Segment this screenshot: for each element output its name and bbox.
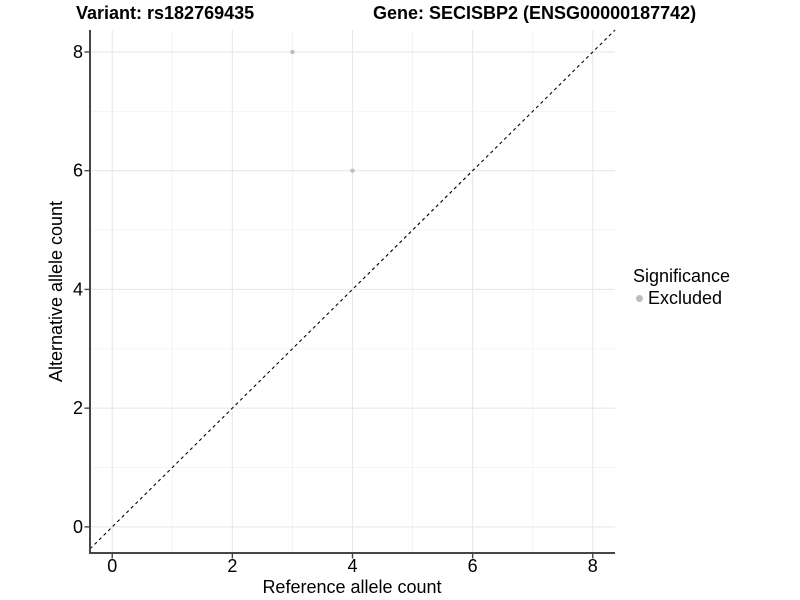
legend: Significance Excluded <box>633 266 730 308</box>
x-axis-title: Reference allele count <box>262 577 441 597</box>
svg-text:4: 4 <box>347 556 357 576</box>
svg-text:0: 0 <box>107 556 117 576</box>
svg-text:6: 6 <box>73 161 83 181</box>
tick-labels: 0 2 4 6 8 0 2 4 6 8 <box>73 42 598 576</box>
svg-text:4: 4 <box>73 279 83 299</box>
legend-title: Significance <box>633 266 731 286</box>
svg-text:2: 2 <box>227 556 237 576</box>
legend-entry-excluded: Excluded <box>633 288 730 308</box>
plot-title-gene: Gene: SECISBP2 (ENSG00000187742) <box>373 3 697 23</box>
svg-text:0: 0 <box>73 517 83 537</box>
legend-entry-label: Excluded <box>648 288 723 308</box>
identity-line <box>89 29 616 550</box>
legend-point-icon <box>636 294 643 302</box>
tick-marks <box>84 51 594 559</box>
y-axis-title: Alternative allele count <box>46 201 66 382</box>
major-gridlines <box>90 30 615 553</box>
data-points <box>290 49 355 173</box>
plot-title-variant: Variant: rs182769435 <box>76 3 255 23</box>
axis-lines <box>89 30 615 554</box>
svg-text:2: 2 <box>73 398 83 418</box>
svg-text:8: 8 <box>588 556 598 576</box>
svg-text:8: 8 <box>73 42 83 62</box>
svg-text:6: 6 <box>468 556 478 576</box>
